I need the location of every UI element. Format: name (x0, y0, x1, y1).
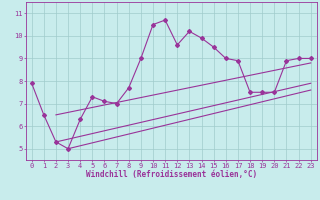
X-axis label: Windchill (Refroidissement éolien,°C): Windchill (Refroidissement éolien,°C) (86, 170, 257, 179)
